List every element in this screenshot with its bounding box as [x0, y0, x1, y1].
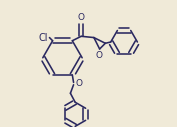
Text: O: O [78, 13, 85, 22]
Text: O: O [75, 79, 82, 88]
Text: Cl: Cl [39, 33, 48, 43]
Text: O: O [95, 51, 102, 60]
